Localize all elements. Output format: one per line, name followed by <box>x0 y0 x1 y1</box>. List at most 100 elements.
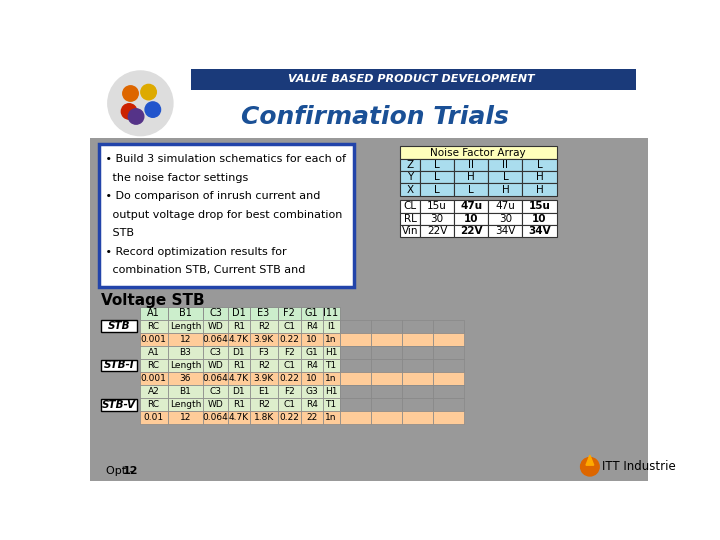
FancyBboxPatch shape <box>402 372 433 385</box>
FancyBboxPatch shape <box>420 225 454 237</box>
FancyBboxPatch shape <box>301 359 323 372</box>
FancyBboxPatch shape <box>488 200 523 213</box>
Text: 12: 12 <box>122 467 138 476</box>
FancyBboxPatch shape <box>140 307 168 320</box>
FancyBboxPatch shape <box>454 171 488 184</box>
Text: 3.9K: 3.9K <box>253 335 274 344</box>
Text: 10: 10 <box>464 214 479 224</box>
Text: II: II <box>503 160 508 170</box>
Text: 0.064: 0.064 <box>202 413 228 422</box>
FancyBboxPatch shape <box>433 320 464 333</box>
FancyBboxPatch shape <box>228 333 250 346</box>
Text: F2: F2 <box>283 308 295 318</box>
FancyBboxPatch shape <box>168 385 203 398</box>
Text: D1: D1 <box>233 387 245 396</box>
FancyBboxPatch shape <box>488 213 523 225</box>
Text: 0.064: 0.064 <box>202 335 228 344</box>
FancyBboxPatch shape <box>340 359 371 372</box>
FancyBboxPatch shape <box>228 359 250 372</box>
FancyBboxPatch shape <box>277 398 301 411</box>
Text: B3: B3 <box>179 348 192 357</box>
Text: VALUE BASED PRODUCT DEVELOPMENT: VALUE BASED PRODUCT DEVELOPMENT <box>288 75 535 84</box>
FancyBboxPatch shape <box>168 359 203 372</box>
FancyBboxPatch shape <box>301 346 323 359</box>
Text: Length: Length <box>170 400 201 409</box>
FancyBboxPatch shape <box>488 159 523 171</box>
Text: STB-I: STB-I <box>104 361 134 370</box>
Text: I1: I1 <box>327 322 336 330</box>
Text: H1: H1 <box>325 387 337 396</box>
FancyBboxPatch shape <box>400 171 420 184</box>
FancyBboxPatch shape <box>140 398 168 411</box>
Text: 4.7K: 4.7K <box>229 413 249 422</box>
FancyBboxPatch shape <box>323 307 340 320</box>
FancyBboxPatch shape <box>140 411 168 424</box>
FancyBboxPatch shape <box>402 320 433 333</box>
Text: Length: Length <box>170 322 201 330</box>
Text: 0.22: 0.22 <box>279 335 299 344</box>
FancyBboxPatch shape <box>140 385 168 398</box>
FancyBboxPatch shape <box>250 372 277 385</box>
Text: T1: T1 <box>325 361 336 370</box>
FancyBboxPatch shape <box>203 398 228 411</box>
Text: H: H <box>536 185 544 194</box>
FancyBboxPatch shape <box>228 372 250 385</box>
Text: R4: R4 <box>306 322 318 330</box>
Circle shape <box>128 109 144 124</box>
FancyBboxPatch shape <box>523 200 557 213</box>
FancyBboxPatch shape <box>371 398 402 411</box>
Text: 22: 22 <box>306 413 318 422</box>
FancyBboxPatch shape <box>250 333 277 346</box>
FancyBboxPatch shape <box>277 333 301 346</box>
Circle shape <box>123 86 138 101</box>
Text: R1: R1 <box>233 361 245 370</box>
Text: 22V: 22V <box>460 226 482 236</box>
Text: Length: Length <box>170 361 201 370</box>
Text: II: II <box>468 160 474 170</box>
FancyBboxPatch shape <box>101 360 137 372</box>
FancyBboxPatch shape <box>420 213 454 225</box>
Text: E3: E3 <box>258 308 270 318</box>
FancyBboxPatch shape <box>140 359 168 372</box>
Circle shape <box>145 102 161 117</box>
FancyBboxPatch shape <box>101 399 137 410</box>
FancyBboxPatch shape <box>323 359 340 372</box>
FancyBboxPatch shape <box>523 213 557 225</box>
FancyBboxPatch shape <box>371 333 402 346</box>
FancyBboxPatch shape <box>228 385 250 398</box>
Text: 12: 12 <box>179 413 191 422</box>
Text: 47u: 47u <box>495 201 516 212</box>
Text: 0.22: 0.22 <box>279 374 299 383</box>
FancyBboxPatch shape <box>168 411 203 424</box>
Text: T1: T1 <box>325 400 336 409</box>
FancyBboxPatch shape <box>228 346 250 359</box>
Text: • Build 3 simulation schematics for each of: • Build 3 simulation schematics for each… <box>102 154 346 164</box>
FancyBboxPatch shape <box>140 346 168 359</box>
Text: A1: A1 <box>148 348 160 357</box>
Text: R1: R1 <box>233 400 245 409</box>
FancyBboxPatch shape <box>168 307 203 320</box>
FancyBboxPatch shape <box>203 359 228 372</box>
Text: 34V: 34V <box>495 226 516 236</box>
Circle shape <box>122 104 137 119</box>
Circle shape <box>108 71 173 136</box>
Circle shape <box>580 457 599 476</box>
Text: X: X <box>407 185 413 194</box>
FancyBboxPatch shape <box>433 385 464 398</box>
FancyBboxPatch shape <box>277 307 301 320</box>
FancyBboxPatch shape <box>420 171 454 184</box>
Text: 0.064: 0.064 <box>202 374 228 383</box>
Text: 15u: 15u <box>528 201 550 212</box>
FancyBboxPatch shape <box>203 385 228 398</box>
FancyBboxPatch shape <box>277 372 301 385</box>
FancyBboxPatch shape <box>400 200 420 213</box>
FancyBboxPatch shape <box>203 372 228 385</box>
FancyBboxPatch shape <box>191 69 636 90</box>
Text: C3: C3 <box>209 308 222 318</box>
Text: combination STB, Current STB and: combination STB, Current STB and <box>102 265 306 275</box>
Text: Confirmation Trials: Confirmation Trials <box>241 105 509 129</box>
FancyBboxPatch shape <box>523 171 557 184</box>
FancyBboxPatch shape <box>228 398 250 411</box>
FancyBboxPatch shape <box>203 411 228 424</box>
FancyBboxPatch shape <box>203 346 228 359</box>
